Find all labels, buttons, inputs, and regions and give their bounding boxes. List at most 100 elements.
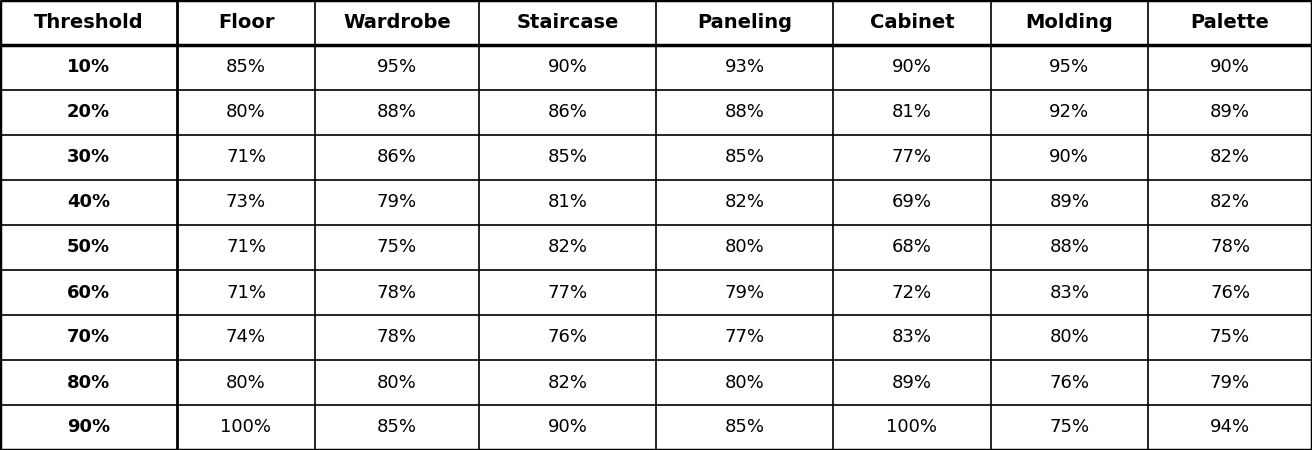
Bar [656,180,833,225]
Bar [479,180,656,225]
Text: 80%: 80% [67,374,110,392]
Text: 93%: 93% [724,58,765,76]
Text: 81%: 81% [547,194,588,212]
Text: 78%: 78% [1210,238,1250,256]
Bar [177,0,315,45]
Bar [1148,315,1312,360]
Text: Floor: Floor [218,13,274,32]
Bar [833,225,991,270]
Text: 86%: 86% [547,104,588,122]
Bar [315,45,479,90]
Bar [0,315,177,360]
Text: 68%: 68% [892,238,932,256]
Bar [0,270,177,315]
Bar [177,315,315,360]
Bar [0,180,177,225]
Text: 69%: 69% [892,194,932,212]
Text: 73%: 73% [226,194,266,212]
Bar [315,180,479,225]
Bar [833,270,991,315]
Bar [177,225,315,270]
Text: 74%: 74% [226,328,266,346]
Bar [0,45,177,90]
Text: 89%: 89% [892,374,932,392]
Bar [656,0,833,45]
Bar [833,45,991,90]
Text: 85%: 85% [226,58,266,76]
Bar [0,135,177,180]
Bar [656,225,833,270]
Bar [833,360,991,405]
Text: 79%: 79% [724,284,765,302]
Bar [656,270,833,315]
Text: Molding: Molding [1026,13,1113,32]
Text: 82%: 82% [547,374,588,392]
Text: 82%: 82% [724,194,765,212]
Bar [1148,360,1312,405]
Bar [833,0,991,45]
Bar [656,90,833,135]
Bar [1148,270,1312,315]
Text: 85%: 85% [724,148,765,166]
Bar [0,405,177,450]
Text: 90%: 90% [547,418,588,436]
Bar [1148,135,1312,180]
Bar [479,315,656,360]
Bar [479,270,656,315]
Text: Cabinet: Cabinet [870,13,954,32]
Bar [1148,225,1312,270]
Text: 80%: 80% [226,104,266,122]
Text: 95%: 95% [377,58,417,76]
Text: 88%: 88% [377,104,417,122]
Text: 88%: 88% [724,104,765,122]
Bar [479,225,656,270]
Text: 80%: 80% [724,374,765,392]
Text: 77%: 77% [547,284,588,302]
Text: 60%: 60% [67,284,110,302]
Bar [656,360,833,405]
Text: 83%: 83% [892,328,932,346]
Bar [177,45,315,90]
Bar [833,180,991,225]
Text: 79%: 79% [1210,374,1250,392]
Bar [315,225,479,270]
Bar [479,45,656,90]
Text: Paneling: Paneling [697,13,792,32]
Text: 90%: 90% [547,58,588,76]
Bar [991,90,1148,135]
Bar [315,405,479,450]
Bar [177,180,315,225]
Text: 82%: 82% [1210,194,1250,212]
Text: 90%: 90% [1210,58,1250,76]
Text: 82%: 82% [1210,148,1250,166]
Bar [479,90,656,135]
Text: 40%: 40% [67,194,110,212]
Text: 71%: 71% [226,238,266,256]
Text: 82%: 82% [547,238,588,256]
Bar [0,90,177,135]
Bar [177,270,315,315]
Bar [833,90,991,135]
Text: 86%: 86% [377,148,417,166]
Bar [315,315,479,360]
Text: 89%: 89% [1050,194,1089,212]
Text: 71%: 71% [226,148,266,166]
Text: 20%: 20% [67,104,110,122]
Bar [1148,90,1312,135]
Text: 79%: 79% [377,194,417,212]
Text: Threshold: Threshold [34,13,143,32]
Text: 94%: 94% [1210,418,1250,436]
Text: 85%: 85% [377,418,417,436]
Text: 80%: 80% [226,374,266,392]
Bar [177,360,315,405]
Text: 77%: 77% [892,148,932,166]
Text: 71%: 71% [226,284,266,302]
Bar [315,360,479,405]
Bar [479,405,656,450]
Bar [991,225,1148,270]
Text: 76%: 76% [1050,374,1089,392]
Text: 80%: 80% [724,238,765,256]
Text: 75%: 75% [1050,418,1089,436]
Bar [177,405,315,450]
Text: 80%: 80% [1050,328,1089,346]
